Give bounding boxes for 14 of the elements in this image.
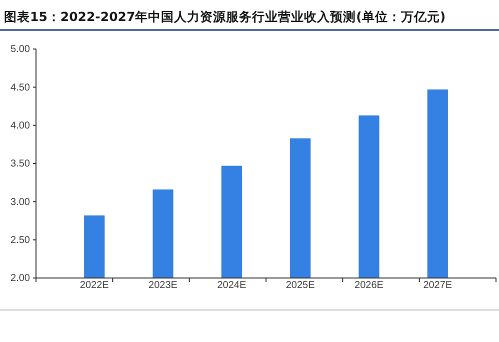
x-tick-label: 2025E <box>286 280 316 292</box>
y-tick-label: 2.50 <box>10 235 30 246</box>
y-tick-label: 3.50 <box>10 158 30 170</box>
y-tick-label: 3.00 <box>10 196 30 208</box>
y-tick-label: 4.50 <box>10 82 30 94</box>
y-tick-label: 4.00 <box>10 120 30 132</box>
x-tick-label: 2023E <box>148 280 178 292</box>
x-tick-label: 2024E <box>217 280 246 292</box>
x-tick-label: 2026E <box>354 280 384 292</box>
x-tick-label: 2027E <box>423 280 452 292</box>
y-tick-label: 2.00 <box>10 273 30 284</box>
chart-title: 图表15：2022-2027年中国人力资源服务行业营业收入预测(单位：万亿元) <box>4 9 446 24</box>
y-tick-label: 5.00 <box>10 44 30 56</box>
x-tick-label: 2022E <box>80 280 110 292</box>
